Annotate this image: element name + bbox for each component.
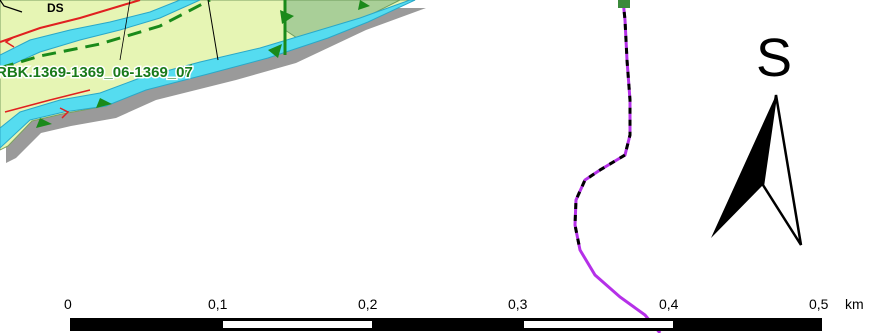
scale-tick-0: 0: [64, 296, 72, 312]
north-arrow: S: [711, 28, 803, 246]
north-arrow-left-half: [711, 95, 776, 238]
scale-tick-1: 0,1: [208, 296, 228, 312]
scale-unit: km: [845, 296, 864, 312]
north-arrow-letter: S: [756, 28, 792, 88]
scale-segment-white-2: [524, 321, 673, 328]
border-line: [573, 0, 662, 333]
north-arrow-right-half: [761, 94, 803, 246]
scale-segment-white-1: [223, 321, 372, 328]
leader-lines: [0, 0, 219, 61]
scale-tick-5: 0,5: [809, 296, 829, 312]
river: [0, 0, 416, 149]
scale-tick-3: 0,3: [508, 296, 528, 312]
scale-tick-4: 0,4: [659, 296, 679, 312]
label-ds: DS: [47, 1, 64, 15]
red-line: [0, 0, 141, 119]
scale-bar: 0 0,1 0,2 0,3 0,4 0,5 km: [64, 296, 864, 331]
label-zone: RBK.1369-1369_06-1369_07: [0, 64, 193, 81]
scale-tick-2: 0,2: [358, 296, 378, 312]
protected-boundary: [0, 0, 370, 128]
